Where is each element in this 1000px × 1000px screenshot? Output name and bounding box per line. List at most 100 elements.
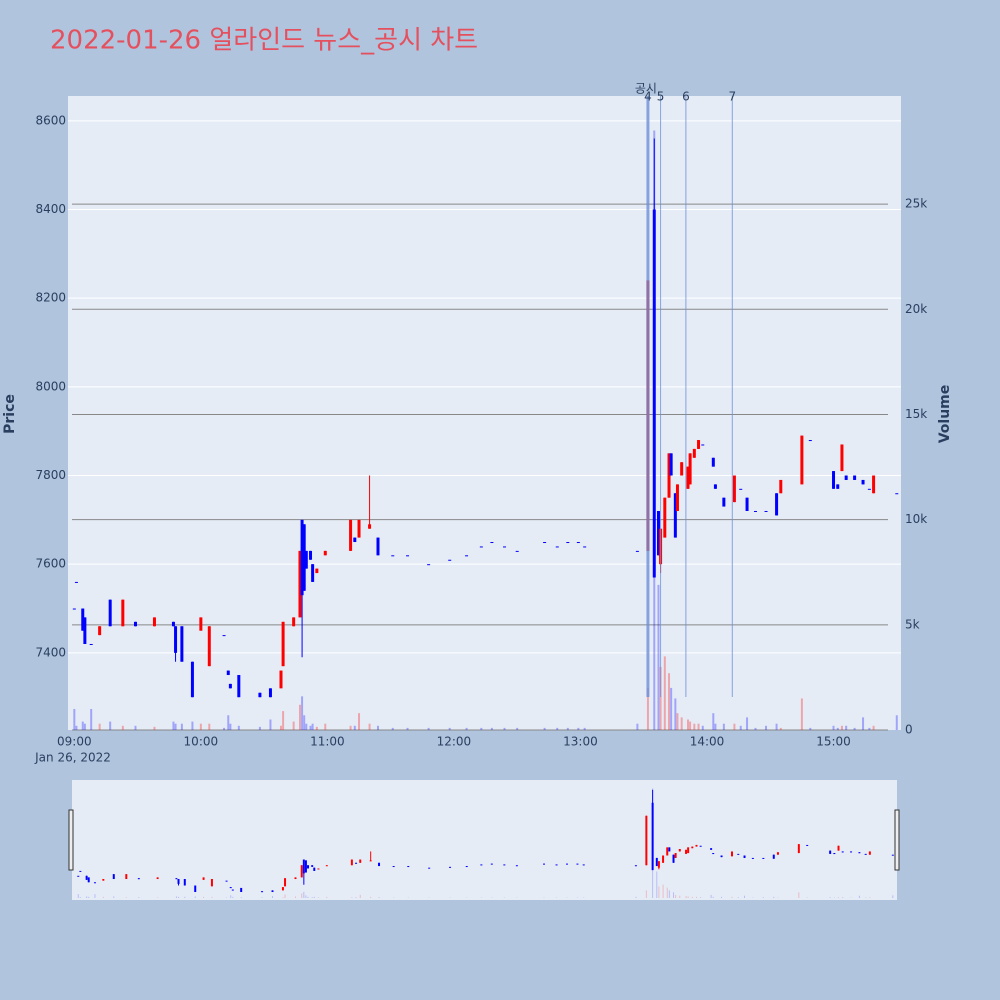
slider-candle bbox=[797, 844, 800, 854]
chart-title: 2022-01-26 얼라인드 뉴스_공시 차트 bbox=[50, 26, 478, 56]
slider-candle bbox=[112, 874, 115, 880]
slider-candle bbox=[281, 887, 284, 891]
candle-body bbox=[207, 626, 211, 667]
candle-body bbox=[108, 599, 112, 627]
slider-candle bbox=[125, 874, 128, 880]
volume-bar bbox=[134, 725, 137, 730]
slider-candle bbox=[695, 844, 698, 847]
volume-bar bbox=[353, 725, 356, 730]
volume-bar bbox=[301, 696, 304, 730]
slider-volume bbox=[731, 896, 733, 898]
slider-volume bbox=[303, 891, 305, 898]
volume-bar bbox=[174, 723, 177, 730]
slider-volume bbox=[326, 896, 328, 898]
volume-bar bbox=[712, 713, 715, 730]
volume-bar bbox=[73, 708, 76, 730]
slider-handle[interactable] bbox=[894, 809, 900, 871]
candle-body bbox=[199, 617, 203, 631]
slider-candle bbox=[555, 864, 558, 866]
volume-bar bbox=[406, 727, 409, 730]
slider-candle bbox=[850, 851, 853, 853]
candle-body bbox=[844, 475, 848, 480]
volume-bar bbox=[309, 725, 312, 730]
volume-bar bbox=[324, 723, 327, 730]
volume-bar bbox=[81, 721, 84, 730]
volume-bar bbox=[895, 715, 898, 730]
slider-volume bbox=[102, 896, 104, 898]
candle-body bbox=[711, 457, 715, 467]
slider-candle bbox=[240, 887, 243, 892]
event-title: 공시 bbox=[635, 82, 657, 96]
candle-body bbox=[309, 550, 313, 560]
candle-body bbox=[357, 519, 361, 538]
slider-candle bbox=[841, 851, 844, 853]
y2-tick-label: 5k bbox=[905, 617, 920, 631]
event-label: 6 bbox=[682, 90, 690, 104]
volume-bar bbox=[697, 723, 700, 730]
volume-bar bbox=[646, 687, 649, 730]
volume-bar bbox=[765, 725, 768, 730]
volume-bar bbox=[153, 726, 156, 730]
slider-candle bbox=[566, 863, 568, 865]
slider-volume bbox=[79, 897, 81, 898]
slider-candle bbox=[668, 847, 671, 852]
slider-candle bbox=[634, 865, 637, 867]
candle-body bbox=[566, 542, 570, 544]
slider-volume bbox=[635, 896, 637, 898]
slider-volume bbox=[313, 896, 315, 898]
candle-body bbox=[663, 497, 667, 538]
candle-body bbox=[515, 550, 519, 552]
candle-body bbox=[764, 510, 768, 512]
slider-volume bbox=[869, 897, 871, 898]
slider-volume bbox=[691, 896, 693, 898]
volume-bar bbox=[208, 723, 211, 730]
slider-handle[interactable] bbox=[68, 809, 74, 871]
slider-volume bbox=[305, 895, 307, 898]
volume-bar bbox=[577, 727, 580, 730]
candle-body bbox=[503, 546, 507, 548]
slider-candle bbox=[731, 851, 733, 857]
y2-tick-label: 15k bbox=[905, 407, 927, 421]
slider-volume bbox=[842, 897, 844, 898]
candle-body bbox=[406, 555, 410, 557]
volume-bar bbox=[237, 725, 240, 730]
x-tick-label: 11:00 bbox=[310, 735, 345, 749]
volume-bar bbox=[687, 719, 690, 730]
y-tick-label: 7400 bbox=[35, 645, 66, 659]
volume-bar bbox=[258, 726, 261, 730]
candle-body bbox=[83, 617, 87, 644]
volume-bar bbox=[674, 698, 677, 730]
candle-body bbox=[448, 559, 452, 561]
candle-body bbox=[72, 608, 76, 610]
volume-bar bbox=[832, 725, 835, 730]
volume-bar bbox=[90, 708, 93, 730]
candle-body bbox=[323, 550, 327, 556]
candle-body bbox=[368, 524, 372, 529]
x-date-label: Jan 26, 2022 bbox=[34, 751, 111, 765]
candle-body bbox=[304, 550, 308, 569]
slider-volume bbox=[307, 896, 309, 898]
slider-volume bbox=[695, 896, 697, 898]
slider-volume bbox=[675, 894, 677, 898]
range-slider[interactable] bbox=[72, 780, 897, 900]
volume-bar bbox=[282, 711, 285, 730]
candle-body bbox=[228, 683, 232, 689]
slider-candle bbox=[183, 879, 186, 886]
slider-volume bbox=[712, 896, 714, 898]
slider-candle bbox=[229, 887, 232, 889]
y-tick-label: 7800 bbox=[35, 468, 66, 482]
slider-volume bbox=[294, 896, 296, 898]
slider-volume bbox=[668, 890, 670, 898]
volume-bar bbox=[377, 725, 380, 730]
candle-body bbox=[732, 475, 736, 503]
slider-volume bbox=[86, 896, 88, 898]
y-tick-label: 8600 bbox=[35, 113, 66, 127]
slider-candle bbox=[662, 855, 665, 863]
slider-volume bbox=[113, 896, 115, 898]
slider-candle bbox=[175, 878, 178, 880]
volume-bar bbox=[516, 727, 519, 730]
slider-candle bbox=[858, 852, 861, 854]
slider-candle bbox=[685, 849, 688, 854]
volume-bar bbox=[543, 727, 546, 730]
slider-candle bbox=[582, 864, 585, 866]
